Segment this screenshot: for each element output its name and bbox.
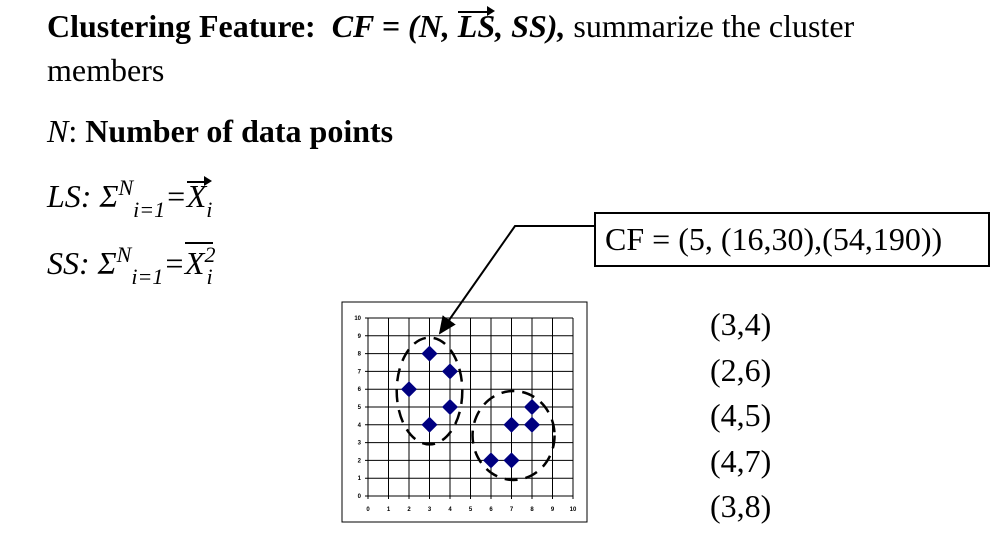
data-point-diamond <box>421 345 438 362</box>
ss-squared-x: X2i <box>184 242 216 289</box>
x-tick-label: 10 <box>570 507 577 513</box>
cluster-outlines <box>395 336 556 482</box>
data-point-diamond <box>483 452 499 469</box>
x-tick-label: 3 <box>428 507 432 513</box>
y-tick-label: 4 <box>358 423 362 429</box>
ls-definition: LS: ΣNi=1=Xi <box>47 175 213 222</box>
y-tick-label: 10 <box>354 316 361 322</box>
data-point-diamond <box>401 381 417 398</box>
ss-sum-lower: i=1 <box>131 264 164 289</box>
y-tick-label: 5 <box>358 405 362 411</box>
ls-sum: LS: Σ <box>47 178 119 214</box>
n-description: Number of data points <box>85 113 394 149</box>
ss-definition: SS: ΣNi=1=X2i <box>47 242 216 289</box>
x-tick-label: 1 <box>387 507 391 513</box>
n-definition: N: Number of data points <box>47 113 393 150</box>
callout-arrow <box>438 225 594 335</box>
x-tick-label: 5 <box>469 507 473 513</box>
x-tick-label: 4 <box>448 507 452 513</box>
x-tick-label: 7 <box>510 507 514 513</box>
ls-sum-upper: N <box>118 175 134 200</box>
x-tick-label: 6 <box>489 507 493 513</box>
data-point-diamond <box>524 399 540 415</box>
cf-description-cont: members <box>47 52 165 88</box>
y-tick-label: 0 <box>358 494 362 500</box>
data-point-diamond <box>442 363 458 380</box>
y-tick-label: 6 <box>358 387 362 393</box>
x-tick-label: 9 <box>551 507 555 513</box>
x-tick-label: 8 <box>530 507 534 513</box>
cluster-ellipse <box>471 389 556 482</box>
y-tick-label: 7 <box>358 369 362 375</box>
clustering-feature-line: Clustering Feature: CF = (N, LS, SS), su… <box>47 6 855 45</box>
data-point-diamond <box>503 416 520 433</box>
cf-formula-ls: LS <box>457 6 496 44</box>
cf-description: summarize the cluster <box>573 8 855 44</box>
cf-heading: Clustering Feature: <box>47 8 316 44</box>
plot-frame <box>341 301 588 523</box>
cf-result-box: CF = (5, (16,30),(54,190)) <box>594 212 990 267</box>
point-5: (3,8) <box>710 488 772 524</box>
cf-formula-end: , SS), <box>495 8 566 44</box>
y-tick-label: 3 <box>358 441 362 447</box>
x-tick-label: 0 <box>366 507 370 513</box>
point-list: (3,4) (2,6) (4,5) (4,7) (3,8) <box>710 302 771 530</box>
y-tick-label: 9 <box>358 334 362 340</box>
y-tick-label: 1 <box>358 476 362 482</box>
data-point-diamond <box>524 416 540 433</box>
point-3: (4,5) <box>710 397 772 433</box>
point-1: (3,4) <box>710 306 772 342</box>
ss-sum-upper: N <box>116 242 132 267</box>
y-tick-label: 2 <box>358 458 362 464</box>
ls-sum-lower: i=1 <box>133 197 166 222</box>
point-4: (4,7) <box>710 442 772 479</box>
data-point-diamond <box>421 416 438 433</box>
ls-vector-x: Xi <box>186 176 213 222</box>
ss-sum: SS: Σ <box>47 245 117 281</box>
n-colon: : <box>68 113 78 149</box>
cf-formula-start: CF = (N, <box>331 8 450 44</box>
y-tick-label: 8 <box>358 352 362 358</box>
data-point-diamond <box>503 452 520 469</box>
point-2: (2,6) <box>710 351 772 388</box>
x-tick-label: 2 <box>407 507 411 513</box>
ls-equals: = <box>165 178 187 214</box>
ss-equals: = <box>163 245 185 281</box>
n-symbol: N <box>47 113 69 149</box>
data-points <box>401 345 540 469</box>
data-point-diamond <box>442 399 458 415</box>
cluster-ellipse <box>395 336 464 446</box>
plot-tick-labels: 0 1 2 3 4 5 6 7 8 9 10 0 1 2 3 4 5 6 7 8 9 10 <box>354 316 577 513</box>
